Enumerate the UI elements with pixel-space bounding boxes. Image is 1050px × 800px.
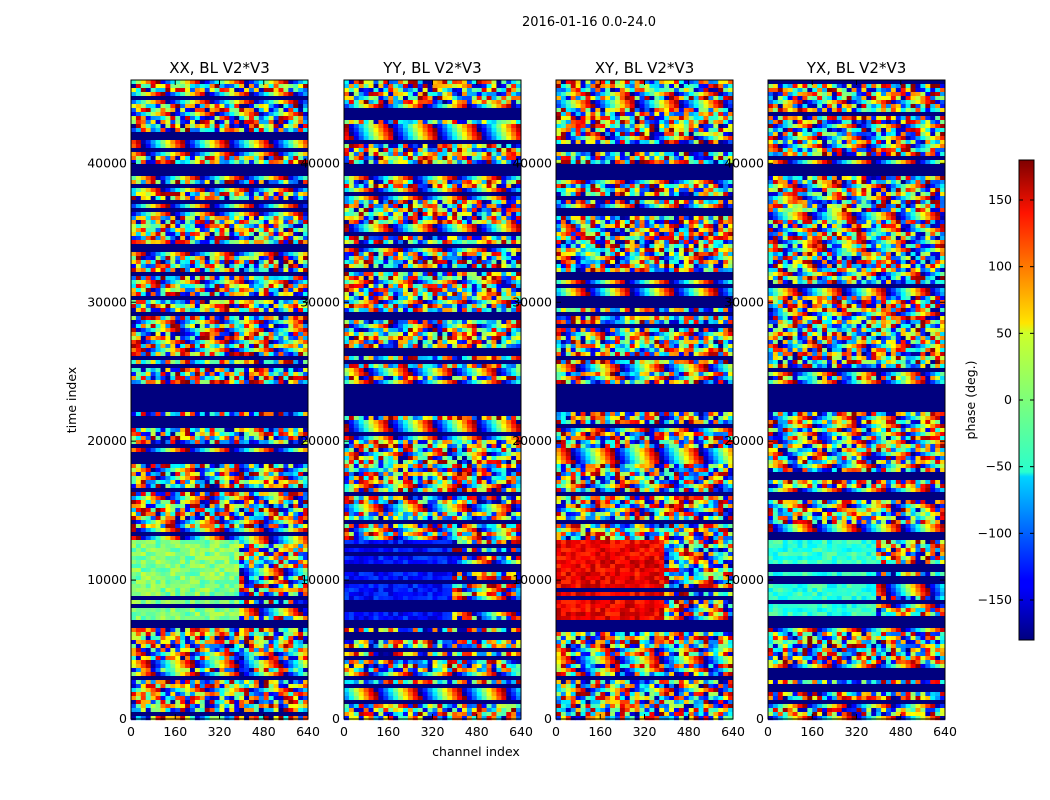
y-tick-label: 20000 [87, 433, 127, 448]
y-tick-label: 10000 [300, 572, 340, 587]
panel-title: XX, BL V2*V3 [169, 59, 270, 77]
y-tick-label: 30000 [300, 294, 340, 309]
x-tick-label: 640 [296, 724, 320, 739]
x-tick-label: 160 [163, 724, 187, 739]
phase-image [768, 80, 946, 721]
y-axis-label: time index [64, 367, 79, 433]
y-tick-label: 30000 [724, 294, 764, 309]
colorbar-ticks: −150 −100 −50 0 50 100 150 [978, 192, 1034, 607]
x-tick-label: 480 [252, 724, 276, 739]
y-tick-label: 0 [544, 711, 552, 726]
y-tick-label: 40000 [724, 155, 764, 170]
panel-yy: YY, BL V2*V3 0 160 320 480 640 0 10000 20000 3000… [300, 59, 533, 739]
y-tick-label: 0 [119, 711, 127, 726]
colorbar-tick-label: 50 [996, 325, 1012, 340]
x-tick-label: 640 [509, 724, 533, 739]
phase-image [556, 80, 734, 721]
x-tick-label: 160 [588, 724, 612, 739]
y-tick-label: 20000 [512, 433, 552, 448]
x-tick-label: 0 [764, 724, 772, 739]
panel-yx: YX, BL V2*V3 0 160 320 480 640 0 10000 20000 3000… [724, 59, 957, 739]
y-tick-label: 30000 [512, 294, 552, 309]
panels: XX, BL V2*V3 0 160 320 480 640 0 10000 20000 3000… [87, 59, 957, 739]
y-tick-label: 10000 [512, 572, 552, 587]
y-tick-label: 20000 [724, 433, 764, 448]
panel-title: YY, BL V2*V3 [382, 59, 481, 77]
y-tick-label: 40000 [300, 155, 340, 170]
y-tick-label: 10000 [724, 572, 764, 587]
colorbar-tick-label: 150 [988, 192, 1012, 207]
x-tick-label: 160 [800, 724, 824, 739]
colorbar-tick-label: −100 [978, 525, 1012, 540]
x-tick-label: 480 [465, 724, 489, 739]
x-tick-label: 480 [889, 724, 913, 739]
phase-image [344, 80, 522, 721]
x-tick-label: 480 [677, 724, 701, 739]
y-tick-label: 30000 [87, 294, 127, 309]
x-tick-label: 640 [933, 724, 957, 739]
phase-image [131, 80, 309, 721]
x-tick-label: 160 [376, 724, 400, 739]
colorbar-tick-label: 0 [1004, 392, 1012, 407]
y-tick-label: 0 [332, 711, 340, 726]
figure-suptitle: 2016-01-16 0.0-24.0 [522, 15, 656, 30]
y-tick-label: 40000 [87, 155, 127, 170]
colorbar-tick-label: −150 [978, 592, 1012, 607]
panel-title: YX, BL V2*V3 [806, 59, 907, 77]
x-tick-label: 320 [633, 724, 657, 739]
colorbar-tick-label: 100 [988, 259, 1012, 274]
colorbar: −150 −100 −50 0 50 100 150 phase (deg.) [963, 159, 1035, 641]
x-tick-label: 0 [552, 724, 560, 739]
x-tick-label: 320 [208, 724, 232, 739]
panel-xy: XY, BL V2*V3 0 160 320 480 640 0 10000 20000 3000… [512, 59, 745, 739]
y-tick-label: 0 [756, 711, 764, 726]
colorbar-label: phase (deg.) [963, 361, 978, 440]
x-tick-label: 0 [127, 724, 135, 739]
x-tick-label: 320 [845, 724, 869, 739]
x-tick-label: 320 [421, 724, 445, 739]
x-axis-label: channel index [432, 744, 520, 759]
panel-title: XY, BL V2*V3 [595, 59, 695, 77]
y-tick-label: 20000 [300, 433, 340, 448]
x-tick-label: 640 [721, 724, 745, 739]
y-tick-label: 10000 [87, 572, 127, 587]
x-tick-label: 0 [340, 724, 348, 739]
panel-xx: XX, BL V2*V3 0 160 320 480 640 0 10000 20000 3000… [87, 59, 320, 739]
colorbar-tick-label: −50 [986, 459, 1012, 474]
y-tick-label: 40000 [512, 155, 552, 170]
